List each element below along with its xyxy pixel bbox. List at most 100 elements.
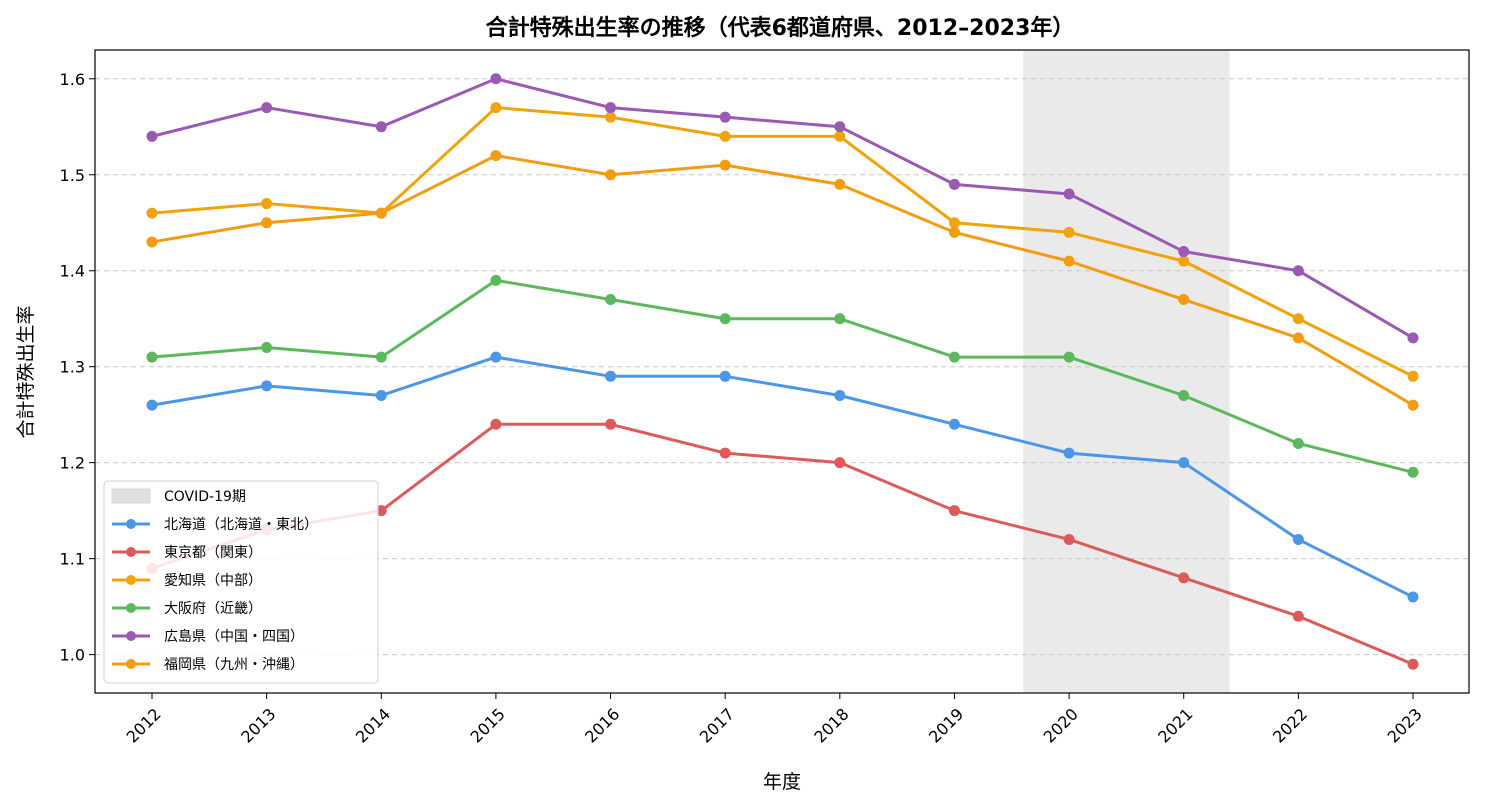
chart-title: 合計特殊出生率の推移（代表6都道府県、2012–2023年） <box>486 15 1075 41</box>
legend-swatch-marker <box>126 547 136 557</box>
y-tick-label: 1.5 <box>60 166 85 185</box>
data-point <box>605 169 617 181</box>
y-tick-label: 1.1 <box>60 550 85 569</box>
data-point <box>146 130 158 142</box>
data-point <box>261 342 273 354</box>
data-point <box>948 418 960 430</box>
data-point <box>146 207 158 219</box>
data-point <box>1407 591 1419 603</box>
data-point <box>719 111 731 123</box>
data-point <box>375 351 387 363</box>
data-point <box>1178 457 1190 469</box>
series-5 <box>146 73 1419 344</box>
data-point <box>719 370 731 382</box>
legend-label: 北海道（北海道・東北） <box>164 517 318 533</box>
data-point <box>1292 610 1304 622</box>
data-point <box>261 102 273 114</box>
data-point <box>605 370 617 382</box>
data-point <box>261 217 273 229</box>
data-point <box>146 236 158 248</box>
data-point <box>834 313 846 325</box>
data-point <box>1407 466 1419 478</box>
legend-label-covid: COVID-19期 <box>164 489 246 505</box>
data-point <box>261 380 273 392</box>
data-point <box>146 399 158 411</box>
legend-label: 大阪府（近畿） <box>164 601 262 617</box>
data-point <box>1292 313 1304 325</box>
data-point <box>490 73 502 85</box>
data-point <box>948 351 960 363</box>
series-4 <box>146 274 1419 478</box>
data-point <box>605 294 617 306</box>
data-point <box>490 102 502 114</box>
data-point <box>1292 437 1304 449</box>
data-point <box>605 418 617 430</box>
data-point <box>1063 351 1075 363</box>
data-point <box>834 121 846 133</box>
data-point <box>834 178 846 190</box>
data-point <box>1063 255 1075 267</box>
series-6 <box>146 150 1419 411</box>
axes-frame <box>94 49 1470 694</box>
y-tick-label: 1.0 <box>60 646 85 665</box>
legend-box <box>103 480 379 684</box>
data-point <box>1292 533 1304 545</box>
legend-label: 広島県（中国・四国） <box>164 629 304 645</box>
data-point <box>719 313 731 325</box>
data-point <box>1178 246 1190 258</box>
y-tick-label: 1.2 <box>60 454 85 473</box>
legend-swatch-marker <box>126 519 136 529</box>
data-point <box>948 217 960 229</box>
y-tick-label: 1.3 <box>60 358 85 377</box>
data-point <box>1063 447 1075 459</box>
data-point <box>1178 572 1190 584</box>
data-point <box>834 457 846 469</box>
data-point <box>719 159 731 171</box>
data-point <box>719 447 731 459</box>
data-point <box>834 130 846 142</box>
data-point <box>1063 226 1075 238</box>
y-axis-label: 合計特殊出生率 <box>15 305 37 438</box>
data-point <box>1407 658 1419 670</box>
data-point <box>1063 533 1075 545</box>
y-tick-label: 1.4 <box>60 262 85 281</box>
data-point <box>1178 389 1190 401</box>
data-point <box>948 178 960 190</box>
series-line <box>151 278 1414 474</box>
data-point <box>146 351 158 363</box>
data-point <box>490 418 502 430</box>
legend-swatch-marker <box>126 631 136 641</box>
data-point <box>1407 332 1419 344</box>
series-line <box>151 106 1414 378</box>
data-point <box>1407 370 1419 382</box>
legend-label: 愛知県（中部） <box>164 572 262 589</box>
data-point <box>605 111 617 123</box>
series-line <box>151 154 1414 407</box>
data-point <box>719 130 731 142</box>
data-point <box>834 389 846 401</box>
data-point <box>375 389 387 401</box>
series-line <box>151 355 1414 599</box>
legend-swatch-covid <box>111 488 151 504</box>
x-axis-label: 年度 <box>763 771 801 793</box>
data-point <box>490 351 502 363</box>
legend-swatch-marker <box>126 575 136 585</box>
data-point <box>1407 399 1419 411</box>
data-point <box>261 198 273 210</box>
covid-shaded-region <box>1023 50 1230 693</box>
data-point <box>1178 255 1190 267</box>
data-point <box>1063 188 1075 200</box>
legend-swatch-marker <box>126 603 136 613</box>
data-point <box>948 505 960 517</box>
data-point <box>948 226 960 238</box>
data-point <box>1292 332 1304 344</box>
data-point <box>1178 294 1190 306</box>
data-point <box>605 102 617 114</box>
legend-label: 福岡県（九州・沖縄） <box>164 657 304 673</box>
legend-label: 東京都（関東） <box>164 545 262 561</box>
data-point <box>375 121 387 133</box>
data-point <box>375 505 387 517</box>
